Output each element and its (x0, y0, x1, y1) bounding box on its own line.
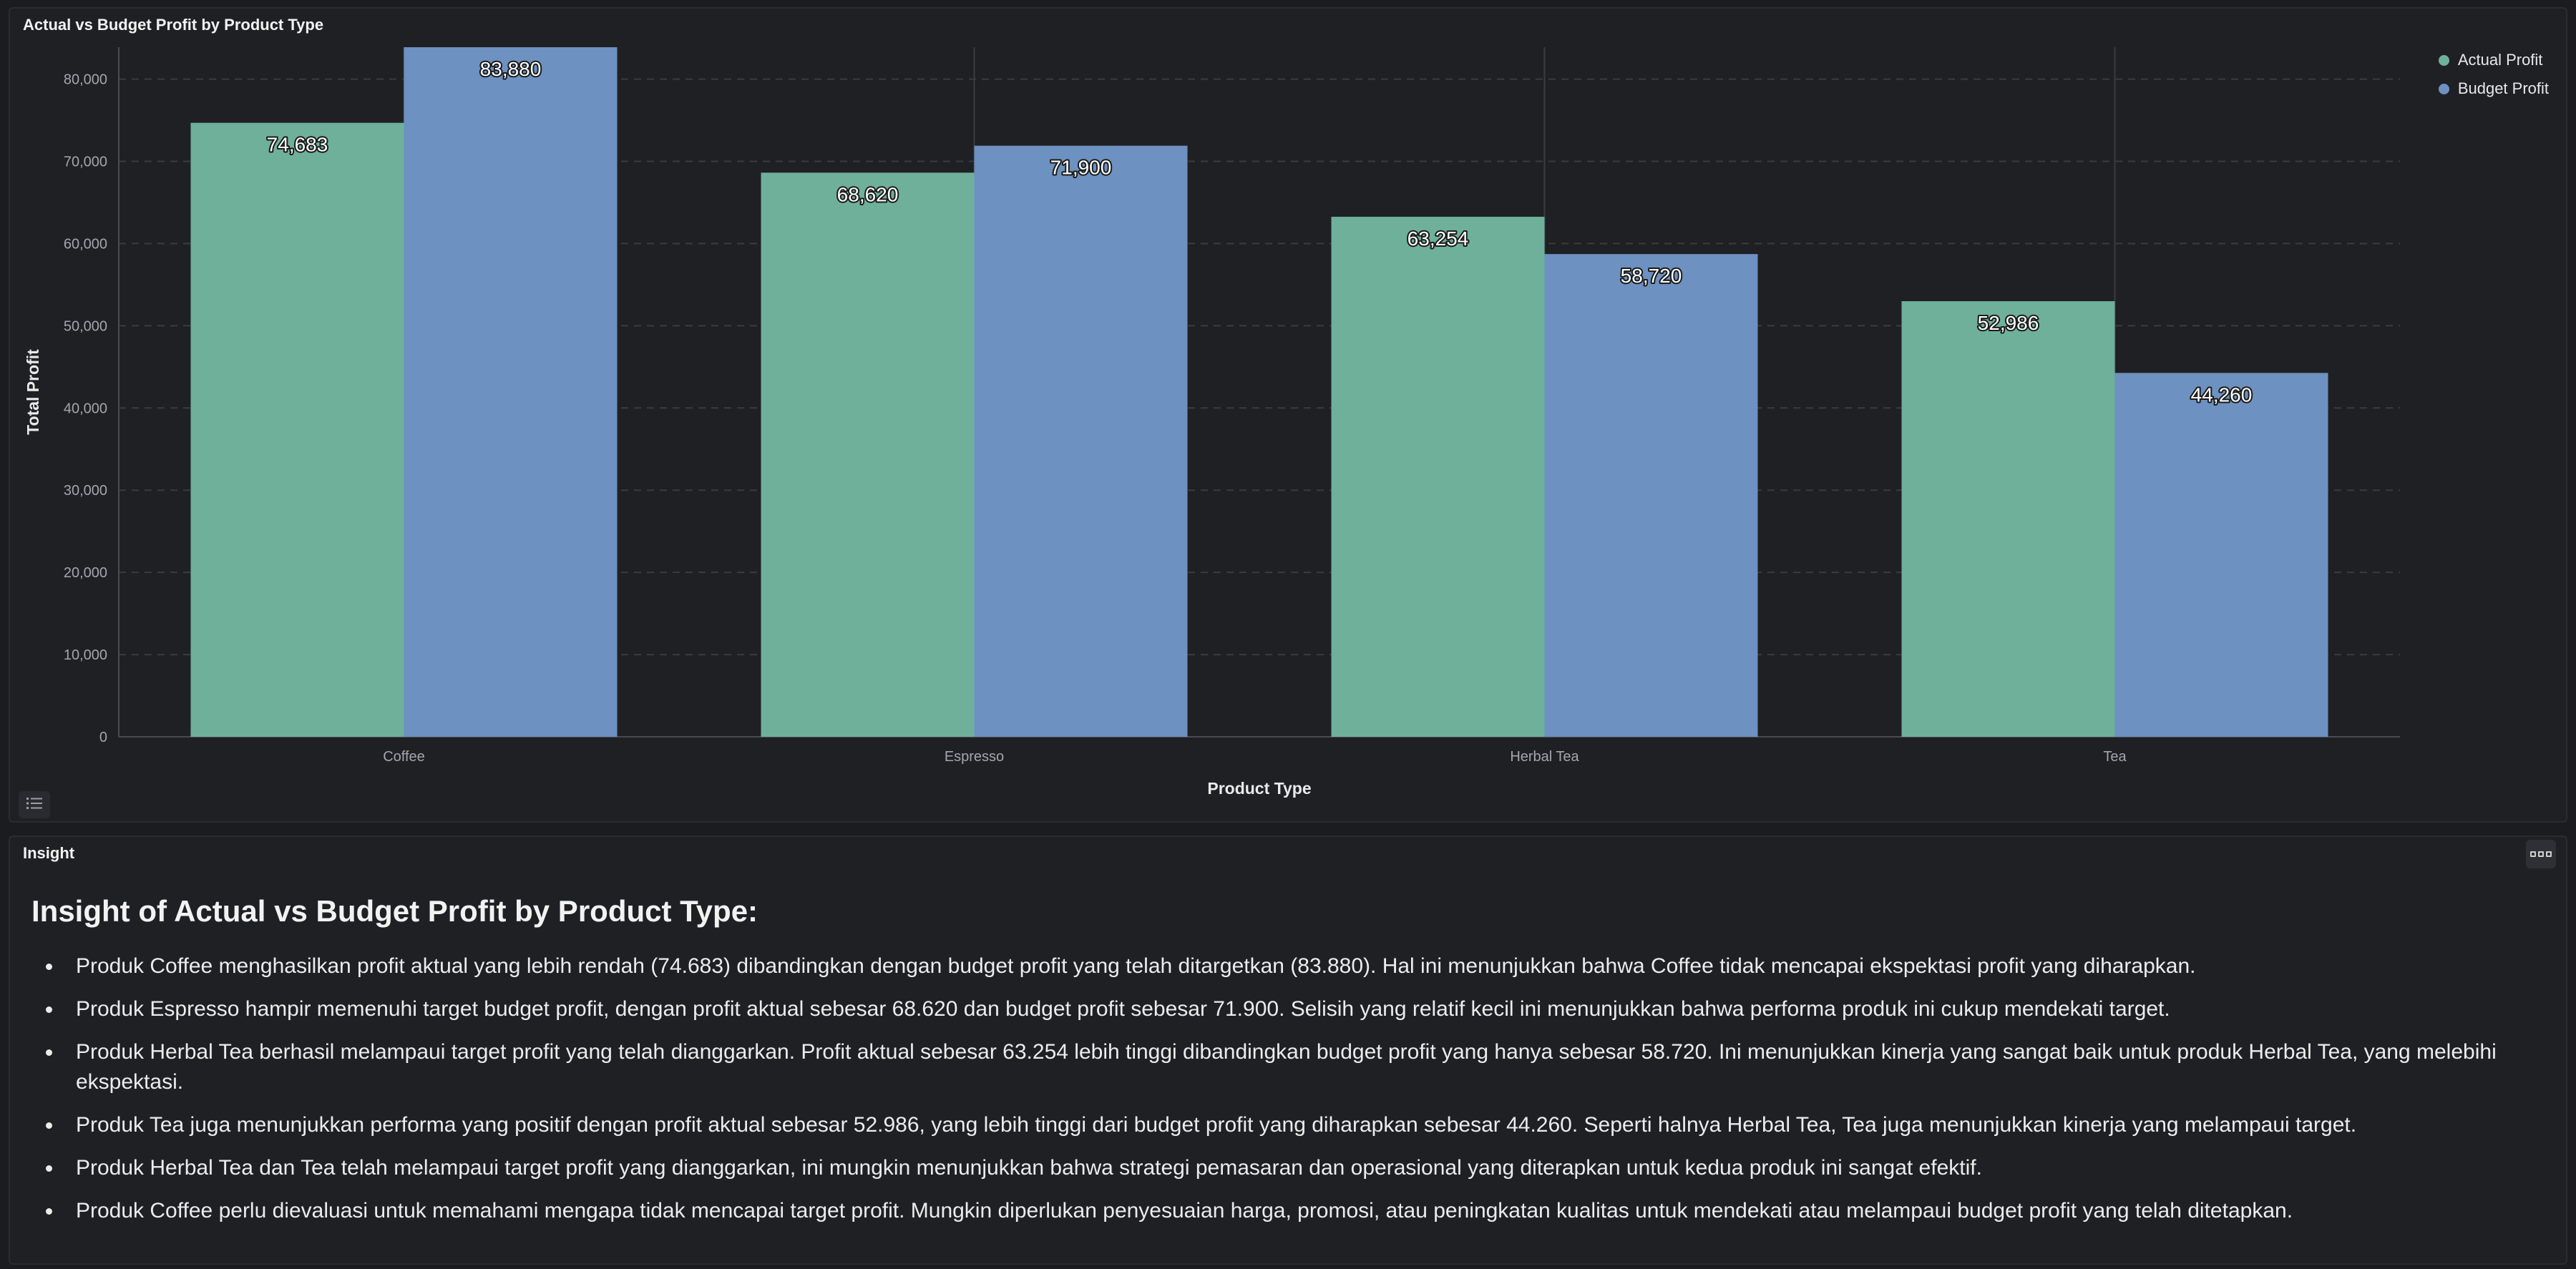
bar-chart: 0 10,000 20,000 30,000 40,000 50,000 60,000 70,… (24, 47, 2400, 798)
legend-item-actual[interactable]: Actual Profit (2438, 46, 2549, 74)
insight-panel-title: Insight (23, 844, 75, 862)
more-options-button[interactable] (2526, 840, 2556, 868)
insight-panel: Insight Insight of Actual vs Budget Prof… (9, 836, 2567, 1265)
bar-actual (761, 172, 975, 738)
y-tick-label: 80,000 (64, 72, 107, 88)
list-toggle-button[interactable] (19, 791, 50, 818)
y-tick-label: 60,000 (64, 236, 107, 252)
y-tick-label: 70,000 (64, 155, 107, 170)
x-tick-label: Coffee (383, 749, 425, 765)
y-tick-label: 30,000 (64, 483, 107, 499)
insight-item: Produk Tea juga menunjukkan performa yan… (46, 1110, 2536, 1140)
bar-data-label: 74,683 (267, 134, 328, 156)
chart-panel: Actual vs Budget Profit by Product Type … (9, 7, 2567, 823)
legend-swatch-actual (2438, 54, 2449, 66)
insight-item: Produk Herbal Tea berhasil melampaui tar… (46, 1037, 2536, 1097)
more-icon (2530, 851, 2552, 857)
list-icon (26, 797, 42, 813)
x-tick-label: Tea (2103, 749, 2127, 765)
legend-label-actual: Actual Profit (2457, 51, 2543, 69)
insight-item: Produk Coffee menghasilkan profit aktual… (46, 951, 2536, 981)
bar-data-label: 44,260 (2191, 383, 2253, 406)
x-tick-label: Herbal Tea (1510, 749, 1579, 765)
bar-data-label: 71,900 (1050, 157, 1112, 179)
legend-swatch-budget (2438, 83, 2449, 94)
bar-budget (2114, 373, 2328, 737)
bar-budget (1544, 254, 1758, 737)
bar-budget (974, 145, 1188, 737)
bar-data-label: 52,986 (1978, 312, 2039, 334)
legend-label-budget: Budget Profit (2457, 79, 2549, 97)
bar-actual (190, 122, 404, 738)
bar-data-label: 58,720 (1621, 265, 1682, 287)
bar-data-label: 83,880 (480, 58, 542, 80)
bar-actual (1901, 301, 2115, 738)
bar-actual (1331, 217, 1545, 738)
x-tick-label: Espresso (945, 749, 1004, 765)
insight-item: Produk Coffee perlu dievaluasi untuk mem… (46, 1196, 2536, 1226)
y-tick-label: 40,000 (64, 401, 107, 416)
chart-title: Actual vs Budget Profit by Product Type (23, 16, 324, 34)
y-axis-title: Total Profit (24, 349, 42, 435)
y-tick-label: 50,000 (64, 318, 107, 334)
bar-data-label: 63,254 (1407, 227, 1469, 250)
insight-item: Produk Espresso hampir memenuhi target b… (46, 994, 2536, 1024)
bar-budget (404, 47, 618, 737)
y-tick-label: 10,000 (64, 647, 107, 663)
legend-item-budget[interactable]: Budget Profit (2438, 74, 2549, 103)
y-tick-label: 20,000 (64, 565, 107, 581)
insight-heading: Insight of Actual vs Budget Profit by Pr… (31, 894, 758, 928)
insight-list: Produk Coffee menghasilkan profit aktual… (46, 951, 2536, 1239)
x-axis-title: Product Type (1207, 779, 1311, 798)
chart-legend: Actual Profit Budget Profit (2438, 46, 2549, 103)
y-tick-label: 0 (99, 730, 107, 745)
bar-data-label: 68,620 (837, 183, 899, 205)
insight-item: Produk Herbal Tea dan Tea telah melampau… (46, 1153, 2536, 1183)
